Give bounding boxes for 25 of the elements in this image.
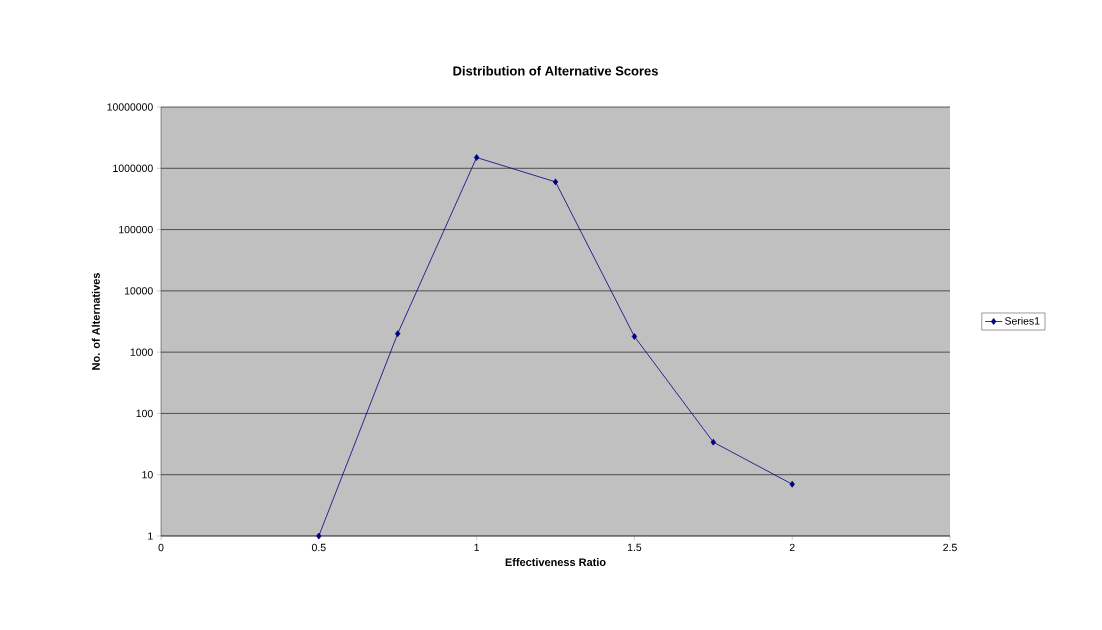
y-tick-label: 100000 [119,225,153,234]
y-tick-label: 10 [142,471,153,479]
x-tick-label: 2 [789,543,795,552]
legend-label: Series1 [1005,316,1040,325]
x-tick-label: 2.5 [943,543,957,552]
point [789,480,795,488]
point [710,438,716,446]
point [473,154,480,161]
x-tick-label: 1.5 [627,543,642,552]
y-tick-label: 10000000 [107,103,153,111]
y-tick-label: 1000000 [113,164,153,172]
y-tick-label: 100 [136,409,153,418]
x-axis-title: Effectiveness Ratio [505,558,606,567]
point [395,330,401,338]
y-tick-label: 1000 [130,348,153,356]
y-tick-label: 10000 [124,287,153,295]
x-tick-label: 1 [474,543,479,551]
chart-title: Distribution of Alternative Scores [453,65,658,76]
point [316,532,322,540]
y-tick-label: 1 [148,532,153,540]
x-tick-label: 0 [158,543,164,552]
point [552,178,559,186]
point [631,333,638,340]
y-axis-title: No. of Alternatives [91,273,100,370]
x-tick-label: 0.5 [311,543,326,552]
